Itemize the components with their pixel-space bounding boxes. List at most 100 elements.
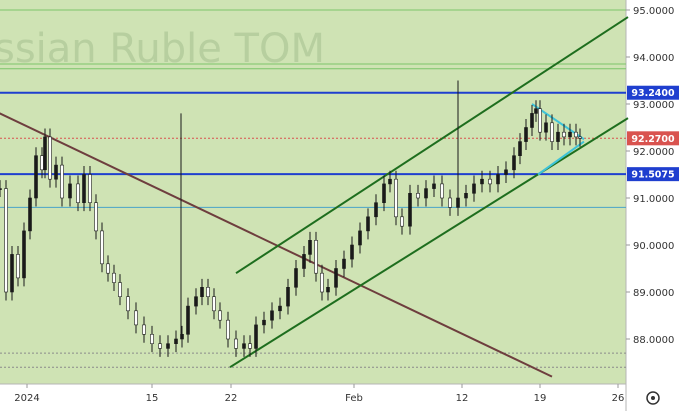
candle-body-35	[226, 319, 230, 340]
candle-body-0	[0, 188, 2, 190]
candle-body-46	[308, 240, 312, 255]
candle-body-6	[34, 155, 38, 199]
candle-body-37	[242, 343, 246, 349]
y-tick-label-1: 94.0000	[633, 53, 674, 64]
x-tick-label-3: Feb	[345, 393, 363, 404]
candle-body-38	[248, 343, 252, 349]
candle-body-52	[350, 244, 354, 260]
candle-body-27	[174, 338, 178, 344]
y-tick-label-2: 93.0000	[633, 100, 674, 111]
candle-body-45	[302, 254, 306, 269]
candle-body-28	[180, 333, 184, 340]
candle-body-80	[550, 122, 554, 142]
candle-body-55	[374, 202, 378, 218]
candle-body-47	[314, 240, 318, 274]
candle-body-18	[106, 263, 110, 274]
settings-button[interactable]	[646, 391, 660, 405]
gear-circle-icon	[646, 391, 660, 405]
price-badges: 93.2400 92.2700 91.5075	[627, 85, 679, 182]
candle-body-79	[544, 122, 548, 133]
candle-body-69	[480, 178, 484, 185]
horizontal-levels	[0, 9, 626, 368]
candle-body-59	[400, 216, 404, 227]
time-axis-ticks: 2024 15 22 Feb 12 19 26	[14, 384, 624, 404]
x-tick-label-2: 22	[225, 393, 238, 404]
candle-body-58	[394, 178, 398, 218]
candle-body-20	[118, 282, 122, 298]
price-badge-text-1: 92.2700	[631, 134, 675, 145]
candle-body-67	[464, 193, 468, 199]
candle-body-1	[4, 188, 8, 293]
candle-body-73	[512, 155, 516, 171]
trendline-0	[0, 112, 553, 378]
candle-body-22	[134, 310, 138, 326]
candle-body-5	[28, 197, 32, 232]
candle-body-9	[48, 136, 52, 180]
candle-body-17	[100, 230, 104, 265]
candle-body-64	[440, 183, 444, 199]
candle-body-36	[234, 338, 238, 349]
candle-body-65	[448, 197, 452, 208]
candle-body-7	[40, 155, 44, 171]
price-axis-ticks: 95.0000 94.0000 93.0000 92.0000 91.0000 90.00…	[626, 6, 674, 346]
trendline-2	[229, 117, 629, 369]
price-axis-background	[626, 0, 680, 411]
trendline-1	[235, 16, 629, 275]
candle-body-76	[530, 113, 534, 128]
y-tick-label-5: 90.0000	[633, 241, 674, 252]
candle-body-34	[218, 310, 222, 321]
watermark-text: ssian Ruble TOM	[0, 26, 325, 72]
candle-body-78	[538, 108, 542, 133]
candle-body-70	[488, 178, 492, 185]
candle-body-41	[270, 310, 274, 321]
y-tick-label-6: 89.0000	[633, 288, 674, 299]
candle-body-62	[424, 188, 428, 199]
candle-body-84	[574, 131, 578, 138]
candle-body-29	[186, 305, 190, 335]
candle-body-39	[254, 324, 258, 349]
candle-body-53	[358, 230, 362, 246]
candle-body-42	[278, 305, 282, 312]
candle-body-10	[54, 164, 58, 180]
candle-body-32	[206, 286, 210, 297]
candle-body-23	[142, 324, 146, 335]
time-axis-background	[0, 384, 626, 411]
price-series	[0, 100, 582, 357]
candle-body-85	[578, 136, 582, 139]
candle-body-2	[10, 254, 14, 293]
candle-body-43	[286, 286, 290, 307]
candle-body-74	[518, 141, 522, 157]
candle-body-83	[568, 131, 572, 138]
candle-body-40	[262, 319, 266, 326]
candle-body-13	[76, 183, 80, 203]
candle-body-33	[212, 296, 216, 312]
candle-body-77	[534, 108, 538, 114]
candle-body-72	[504, 169, 508, 175]
candle-body-8	[43, 136, 47, 171]
candle-body-30	[194, 296, 198, 307]
candle-body-15	[88, 174, 92, 204]
gear-center-icon	[651, 396, 655, 400]
candle-body-63	[432, 183, 436, 189]
candle-body-11	[60, 164, 64, 199]
candle-body-49	[326, 286, 330, 293]
trendline-4	[537, 140, 585, 176]
candle-body-68	[472, 183, 476, 194]
candle-body-60	[408, 193, 412, 227]
candle-body-54	[366, 216, 370, 232]
candle-body-50	[334, 268, 338, 288]
candle-body-75	[524, 127, 528, 142]
candle-body-71	[496, 174, 500, 185]
candle-body-14	[82, 174, 86, 204]
candle-body-82	[562, 131, 566, 138]
y-tick-label-0: 95.0000	[633, 6, 674, 17]
candle-body-61	[416, 193, 420, 199]
price-badge-2	[627, 167, 679, 182]
candle-body-51	[342, 258, 346, 269]
candle-body-4	[22, 230, 26, 279]
price-badge-0	[627, 85, 679, 100]
candle-body-19	[112, 272, 116, 283]
candle-body-25	[158, 343, 162, 349]
